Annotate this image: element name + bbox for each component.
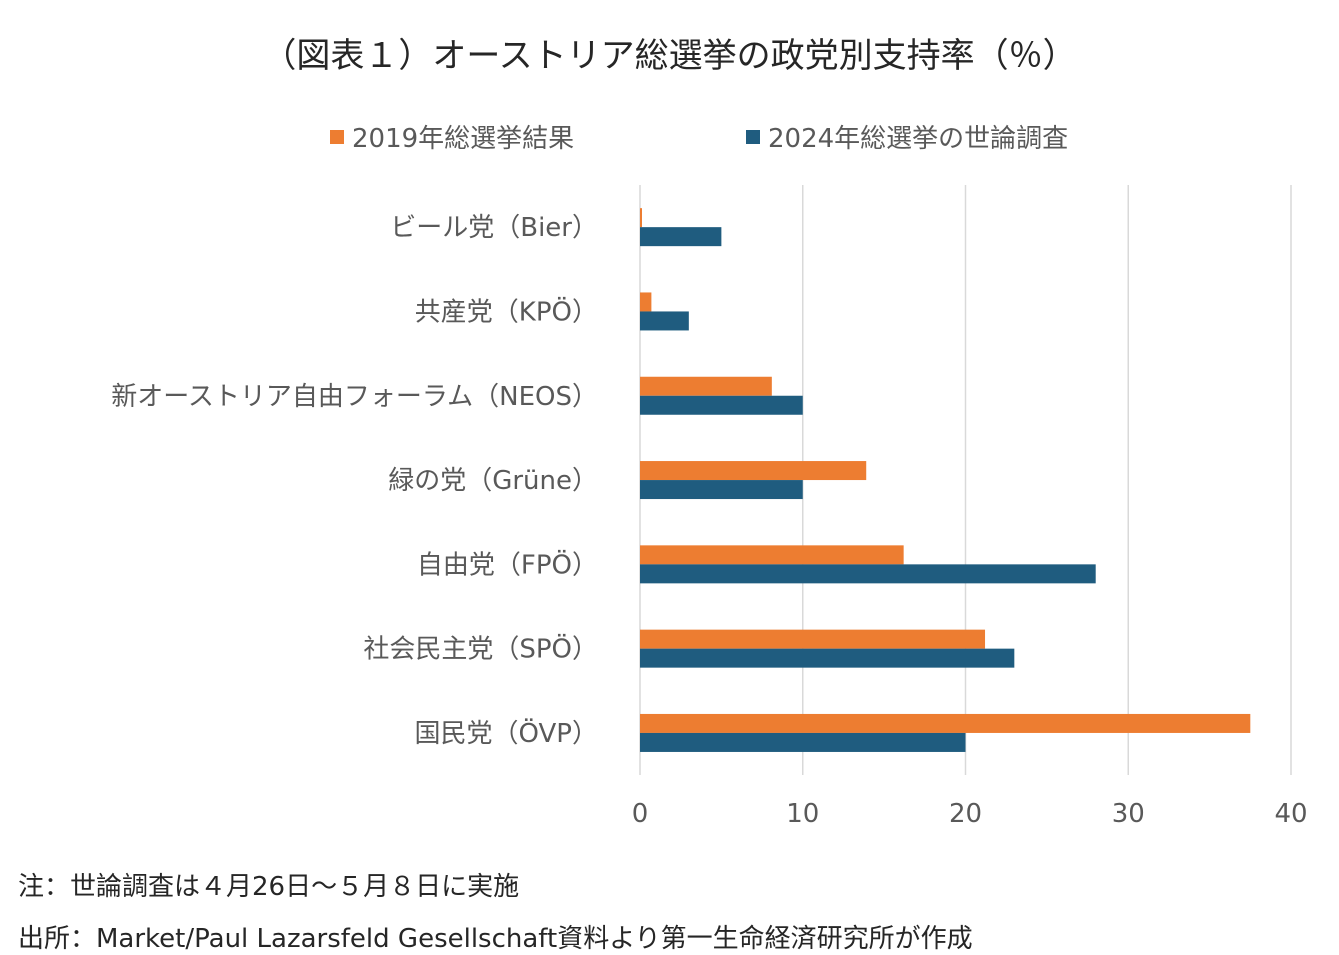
- x-tick-label: 20: [949, 799, 982, 829]
- bar-2019: [640, 461, 867, 481]
- bar-2019: [640, 292, 652, 312]
- bar-2019: [640, 208, 642, 228]
- x-tick-label: 10: [786, 799, 819, 829]
- x-tick-label: 0: [632, 799, 649, 829]
- legend: 2019年総選挙結果 2024年総選挙の世論調査: [0, 118, 1339, 158]
- bar-2024: [640, 311, 689, 331]
- category-label: ビール党（Bier）: [390, 213, 598, 243]
- bar-2019: [640, 713, 1251, 733]
- bar-2019: [640, 629, 986, 649]
- bar-2024: [640, 480, 803, 500]
- legend-item-2019: 2019年総選挙結果: [330, 118, 574, 155]
- category-label: 新オーストリア自由フォーラム（NEOS）: [111, 382, 598, 412]
- category-label: 国民党（ÖVP）: [415, 717, 598, 749]
- bar-2024: [640, 395, 803, 415]
- note-source: 出所：Market/Paul Lazarsfeld Gesellschaft資料…: [18, 924, 973, 954]
- bar-2024: [640, 564, 1096, 584]
- category-label: 緑の党（Grüne）: [388, 466, 598, 496]
- legend-label-2019: 2019年総選挙結果: [352, 124, 575, 154]
- bar-2024: [640, 227, 722, 247]
- x-tick-label: 30: [1112, 799, 1145, 829]
- bar-2019: [640, 545, 904, 565]
- note-survey-dates: 注：世論調査は４月26日～５月８日に実施: [18, 872, 520, 902]
- bar-2024: [640, 648, 1015, 668]
- bar-2024: [640, 732, 966, 752]
- chart-title: （図表１）オーストリア総選挙の政党別支持率（％）: [262, 36, 1077, 76]
- bar-2019: [640, 376, 772, 396]
- legend-item-2024: 2024年総選挙の世論調査: [746, 118, 1068, 155]
- x-tick-label: 40: [1274, 799, 1307, 829]
- legend-swatch-2024: [746, 129, 760, 144]
- category-label: 社会民主党（SPÖ）: [363, 633, 598, 665]
- category-label: 自由党（FPÖ）: [417, 548, 598, 580]
- category-label: 共産党（KPÖ）: [415, 295, 598, 327]
- legend-swatch-2019: [330, 129, 344, 144]
- legend-label-2024: 2024年総選挙の世論調査: [768, 124, 1069, 154]
